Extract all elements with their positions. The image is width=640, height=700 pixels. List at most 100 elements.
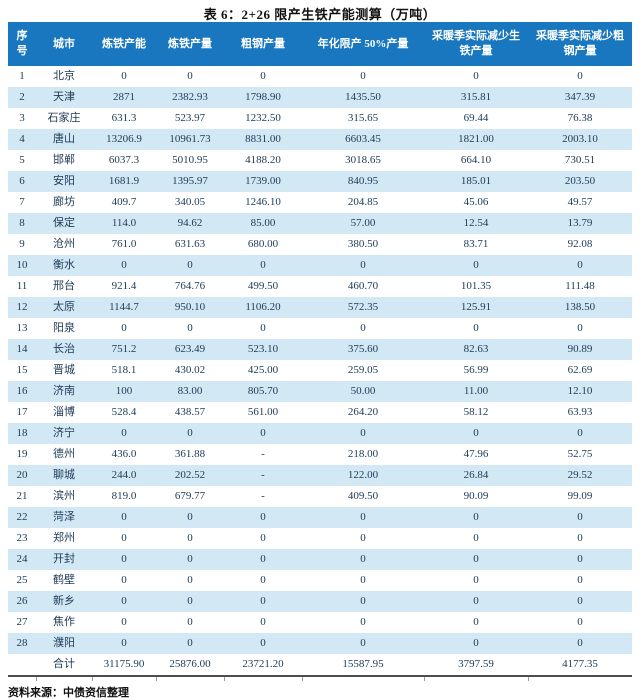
table-cell: 0	[360, 322, 366, 334]
table-cell: 76.38	[567, 112, 593, 124]
table-cell: 濮阳	[36, 633, 92, 654]
table-cell: 26	[8, 591, 36, 612]
table-cell: 21	[16, 490, 28, 502]
city-row: 12 太原 1144.7 950.10 1106.20 572.35 125.91 138.5…	[8, 297, 632, 318]
bottom-divider	[8, 675, 632, 677]
city-row: 23 郑州 0 0 0 0 0 0	[8, 528, 632, 549]
table-cell: 19	[16, 448, 28, 460]
table-cell: 203.50	[528, 171, 632, 192]
city-row: 2 天津 2871 2382.93 1798.90 1435.50 315.81 347.39	[8, 87, 632, 108]
column-tick	[224, 677, 225, 681]
table-cell: 安阳	[36, 171, 92, 192]
column-header-3: 炼铁产能	[92, 22, 156, 66]
column-header-7: 采暖季实际减少生 铁产量	[424, 22, 528, 66]
table-cell: 1106.20	[224, 297, 302, 318]
table-cell: 鹤壁	[53, 574, 75, 586]
table-cell: 840.95	[302, 171, 424, 192]
table-cell: 45.06	[463, 196, 489, 208]
table-cell: 0	[577, 532, 583, 544]
table-cell: 499.50	[247, 280, 279, 292]
city-row: 25 鹤壁 0 0 0 0 0 0	[8, 570, 632, 591]
table-header: 序 号城市 炼铁产能 炼铁产量 粗钢产量 年化限产 50%产量 采暖季实际减少生 铁产量采…	[8, 22, 632, 66]
table-cell: 57.00	[302, 213, 424, 234]
table-cell: 0	[302, 549, 424, 570]
city-row: 28 濮阳 0 0 0 0 0 0	[8, 633, 632, 654]
table-cell: 德州	[53, 448, 75, 460]
table-cell: 0	[360, 574, 366, 586]
table-cell: 廊坊	[53, 196, 75, 208]
table-cell: 14	[8, 339, 36, 360]
table-cell: 460.70	[347, 280, 379, 292]
city-row: 21 滨州 819.0 679.77 - 409.50 90.09 99.09	[8, 486, 632, 507]
table-cell: 0	[528, 255, 632, 276]
table-cell: 0	[577, 70, 583, 82]
city-row: 7 廊坊 409.7 340.05 1246.10 204.85 45.06 49.57	[8, 192, 632, 213]
column-tick	[424, 677, 425, 681]
table-cell: 28	[8, 633, 36, 654]
city-row: 24 开封 0 0 0 0 0 0	[8, 549, 632, 570]
table-cell: 0	[577, 574, 583, 586]
table-cell: 31175.90	[92, 654, 156, 675]
table-cell: 6037.3	[108, 154, 140, 166]
city-row: 13 阳泉 0 0 0 0 0 0	[8, 318, 632, 339]
table-cell: 10	[8, 255, 36, 276]
table-cell: 12.10	[528, 381, 632, 402]
table-cell: 0	[260, 532, 266, 544]
table-cell: 631.63	[174, 238, 206, 250]
column-header-6: 年化限产 50%产量	[302, 22, 424, 66]
table-cell: 572.35	[302, 297, 424, 318]
table-cell: 0	[302, 591, 424, 612]
table-cell: 2003.10	[528, 129, 632, 150]
table-cell: 9	[19, 238, 25, 250]
table-cell: 0	[360, 616, 366, 628]
city-row: 3 石家庄 631.3 523.97 1232.50 315.65 69.44 76.38	[8, 108, 632, 129]
table-cell: -	[261, 448, 265, 460]
table-cell: 409.50	[347, 490, 379, 502]
city-row: 9 沧州 761.0 631.63 680.00 380.50 83.71 92.08	[8, 234, 632, 255]
table-cell: 0	[424, 507, 528, 528]
table-cell: 0	[473, 70, 479, 82]
table-cell: 0	[156, 507, 224, 528]
table-cell: 0	[156, 255, 224, 276]
table-cell: 0	[121, 70, 127, 82]
city-row: 26 新乡 0 0 0 0 0 0	[8, 591, 632, 612]
table-cell: 2382.93	[156, 87, 224, 108]
table-cell: 0	[187, 322, 193, 334]
table-cell: 631.3	[111, 112, 137, 124]
table-cell: 805.70	[224, 381, 302, 402]
table-cell: 晋城	[53, 364, 75, 376]
table-cell: 0	[224, 507, 302, 528]
table-cell: 430.02	[174, 364, 206, 376]
table-cell: 5010.95	[172, 154, 208, 166]
table-cell: 185.01	[424, 171, 528, 192]
table-cell: 125.91	[424, 297, 528, 318]
table-cell: 315.81	[424, 87, 528, 108]
table-cell: 0	[121, 532, 127, 544]
table-cell: 22	[8, 507, 36, 528]
city-row: 18 济宁 0 0 0 0 0 0	[8, 423, 632, 444]
table-cell: 99.09	[567, 490, 593, 502]
table-cell: 北京	[53, 70, 75, 82]
table-cell: 347.39	[528, 87, 632, 108]
table-cell: 12.54	[424, 213, 528, 234]
table-cell: 58.12	[463, 406, 489, 418]
table-cell: 8	[8, 213, 36, 234]
table-cell: 0	[577, 322, 583, 334]
table-cell: 680.00	[247, 238, 279, 250]
city-row: 14 长治 751.2 623.49 523.10 375.60 82.63 90.89	[8, 339, 632, 360]
column-tick	[528, 677, 529, 681]
table-cell: 0	[360, 70, 366, 82]
city-row: 19 德州 436.0 361.88 - 218.00 47.96 52.75	[8, 444, 632, 465]
city-row: 11 邢台 921.4 764.76 499.50 460.70 101.35 111.48	[8, 276, 632, 297]
table-cell: 0	[92, 507, 156, 528]
city-row: 8 保定 114.0 94.62 85.00 57.00 12.54 13.79	[8, 213, 632, 234]
table-cell: 0	[302, 423, 424, 444]
column-tick	[36, 677, 37, 681]
table-cell: 259.05	[347, 364, 379, 376]
table-cell: 4	[8, 129, 36, 150]
table-cell: 50.00	[302, 381, 424, 402]
table-cell: 唐山	[36, 129, 92, 150]
table-cell: 菏泽	[36, 507, 92, 528]
table-cell: 950.10	[156, 297, 224, 318]
